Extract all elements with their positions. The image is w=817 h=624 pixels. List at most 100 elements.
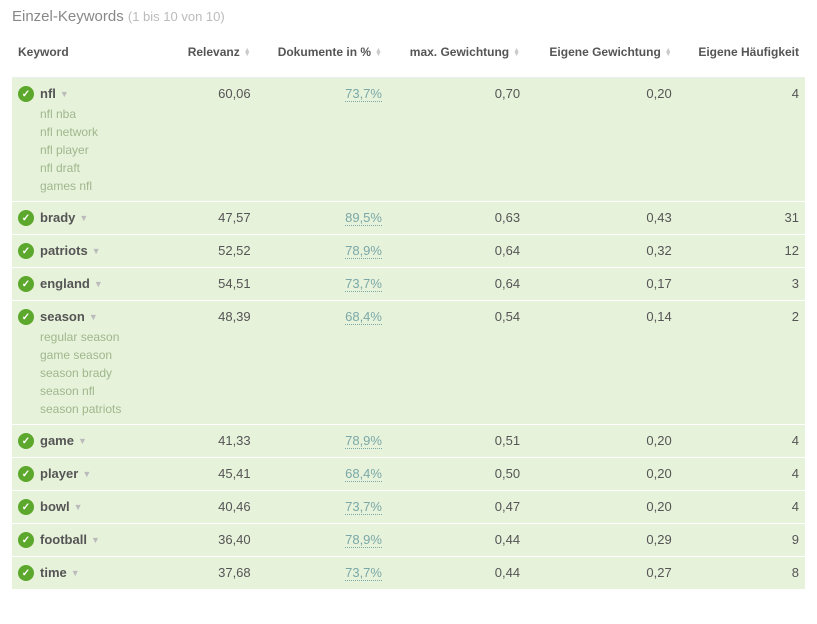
doc-percent[interactable]: 78,9% [345, 243, 382, 259]
cell-value: 0,70 [388, 78, 526, 202]
sub-keyword[interactable]: nfl nba [40, 107, 98, 121]
cell-value: 31 [678, 202, 805, 235]
cell-value: 68,4% [257, 458, 388, 491]
cell-value: 78,9% [257, 524, 388, 557]
check-icon[interactable] [18, 532, 34, 548]
sub-keyword[interactable]: nfl network [40, 125, 98, 139]
sort-icon[interactable] [513, 49, 520, 57]
title-text: Einzel-Keywords [12, 8, 124, 25]
col-max-gewichtung[interactable]: max. Gewichtung [388, 37, 526, 78]
check-icon[interactable] [18, 309, 34, 325]
cell-value: 0,32 [526, 235, 678, 268]
keyword-toggle[interactable]: football▼ [40, 532, 100, 547]
check-icon[interactable] [18, 499, 34, 515]
check-icon[interactable] [18, 210, 34, 226]
keyword-name: patriots [40, 243, 88, 258]
cell-value: 0,14 [526, 301, 678, 425]
doc-percent[interactable]: 73,7% [345, 565, 382, 581]
sort-icon[interactable] [244, 49, 251, 57]
cell-value: 78,9% [257, 425, 388, 458]
chevron-down-icon: ▼ [82, 469, 91, 479]
cell-value: 40,46 [172, 491, 257, 524]
doc-percent[interactable]: 78,9% [345, 532, 382, 548]
col-dokumente-label: Dokumente in % [278, 45, 371, 59]
sub-keywords: regular season game season season brady sea… [40, 330, 121, 416]
check-icon[interactable] [18, 86, 34, 102]
doc-percent[interactable]: 89,5% [345, 210, 382, 226]
table-row: bowl▼ 40,46 73,7% 0,470,204 [12, 491, 805, 524]
keyword-cell: player ▼ [12, 458, 172, 491]
keyword-toggle[interactable]: bowl▼ [40, 499, 83, 514]
check-icon[interactable] [18, 276, 34, 292]
col-eigh-label: Eigene Häufigkeit [698, 45, 799, 59]
cell-value: 0,50 [388, 458, 526, 491]
sub-keyword[interactable]: regular season [40, 330, 121, 344]
doc-percent[interactable]: 68,4% [345, 466, 382, 482]
cell-value: 0,44 [388, 557, 526, 590]
keyword-toggle[interactable]: patriots▼ [40, 243, 101, 258]
cell-value: 4 [678, 491, 805, 524]
chevron-down-icon: ▼ [78, 436, 87, 446]
doc-percent[interactable]: 68,4% [345, 309, 382, 325]
col-keyword[interactable]: Keyword [12, 37, 172, 78]
cell-value: 54,51 [172, 268, 257, 301]
keyword-cell: season▼ regular season game season season b… [12, 301, 172, 425]
sub-keyword[interactable]: season nfl [40, 384, 121, 398]
keyword-name: brady [40, 210, 75, 225]
doc-percent[interactable]: 73,7% [345, 276, 382, 292]
cell-value: 37,68 [172, 557, 257, 590]
col-dokumente[interactable]: Dokumente in % [257, 37, 388, 78]
col-relevanz[interactable]: Relevanz [172, 37, 257, 78]
table-row: season▼ regular season game season season b… [12, 301, 805, 425]
cell-value: 0,20 [526, 491, 678, 524]
cell-value: 73,7% [257, 78, 388, 202]
keyword-name: season [40, 309, 85, 324]
sub-keyword[interactable]: nfl draft [40, 161, 98, 175]
sub-keyword[interactable]: game season [40, 348, 121, 362]
keyword-toggle[interactable]: player ▼ [40, 466, 91, 481]
cell-value: 0,47 [388, 491, 526, 524]
keyword-toggle[interactable]: nfl▼ [40, 86, 98, 101]
cell-value: 0,44 [388, 524, 526, 557]
sort-icon[interactable] [375, 49, 382, 57]
sub-keyword[interactable]: season brady [40, 366, 121, 380]
cell-value: 4 [678, 458, 805, 491]
title-subtitle: (1 bis 10 von 10) [128, 9, 225, 24]
keyword-toggle[interactable]: time▼ [40, 565, 80, 580]
keyword-name: england [40, 276, 90, 291]
table-row: football▼36,4078,9%0,440,299 [12, 524, 805, 557]
keyword-cell: england▼ [12, 268, 172, 301]
check-icon[interactable] [18, 243, 34, 259]
doc-percent[interactable]: 73,7% [345, 86, 382, 102]
cell-value: 41,33 [172, 425, 257, 458]
doc-percent[interactable]: 78,9% [345, 433, 382, 449]
keyword-toggle[interactable]: game ▼ [40, 433, 87, 448]
cell-value: 0,43 [526, 202, 678, 235]
sort-icon[interactable] [665, 49, 672, 57]
keyword-name: bowl [40, 499, 70, 514]
sub-keyword[interactable]: nfl player [40, 143, 98, 157]
col-eigene-gewichtung[interactable]: Eigene Gewichtung [526, 37, 678, 78]
keyword-name: player [40, 466, 78, 481]
cell-value: 3 [678, 268, 805, 301]
keyword-toggle[interactable]: england▼ [40, 276, 103, 291]
cell-value: 9 [678, 524, 805, 557]
keyword-name: game [40, 433, 74, 448]
keyword-cell: patriots▼ [12, 235, 172, 268]
sub-keyword[interactable]: games nfl [40, 179, 98, 193]
table-row: player▼45,4168,4%0,500,204 [12, 458, 805, 491]
sub-keyword[interactable]: season patriots [40, 402, 121, 416]
check-icon[interactable] [18, 433, 34, 449]
check-icon[interactable] [18, 466, 34, 482]
col-eigene-haeufigkeit[interactable]: Eigene Häufigkeit [678, 37, 805, 78]
cell-value: 68,4% [257, 301, 388, 425]
check-icon[interactable] [18, 565, 34, 581]
doc-percent[interactable]: 73,7% [345, 499, 382, 515]
keyword-cell: bowl▼ [12, 491, 172, 524]
cell-value: 36,40 [172, 524, 257, 557]
keyword-toggle[interactable]: brady▼ [40, 210, 88, 225]
cell-value: 4 [678, 425, 805, 458]
table-row: time▼37,6873,7%0,440,278 [12, 557, 805, 590]
keyword-toggle[interactable]: season▼ [40, 309, 121, 324]
cell-value: 0,64 [388, 268, 526, 301]
